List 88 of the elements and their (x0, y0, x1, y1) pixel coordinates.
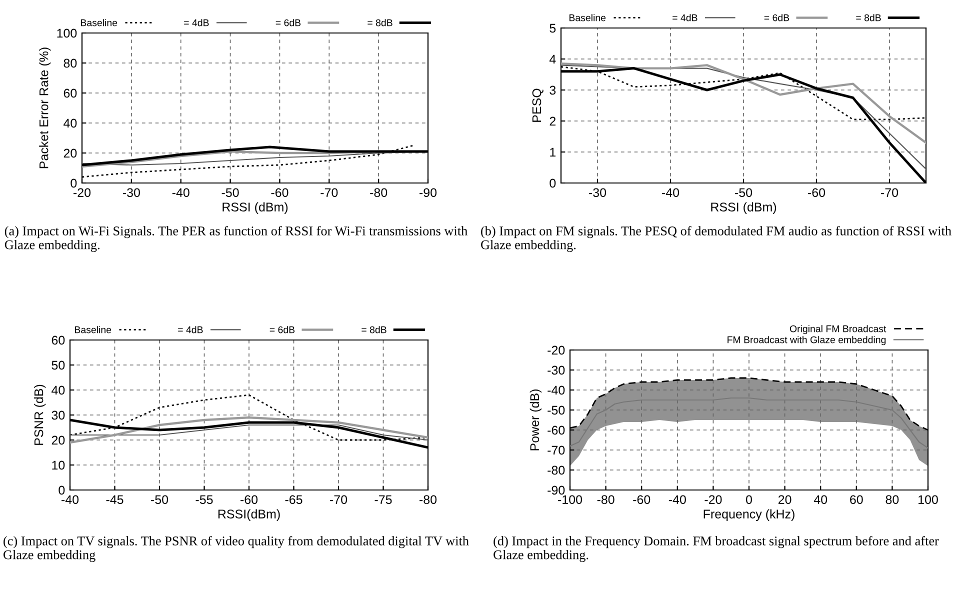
y-tick-label: 100 (57, 28, 77, 38)
x-tick-label: -20 (74, 188, 91, 198)
y-tick-label: 3 (550, 86, 556, 95)
x-axis-title: RSSI (dBm) (222, 202, 288, 214)
y-tick-label: -60 (548, 426, 565, 435)
y-tick-label: 2 (550, 116, 556, 126)
legend-label: = 4dB (672, 14, 698, 22)
x-tick-label: -60 (633, 495, 650, 504)
text: (d) Impact in the Frequency Domain. FM broadcast signal spectrum before and after Glaze embedding. (494, 536, 939, 562)
y-tick-label: 50 (52, 360, 65, 370)
x-tick-label: -20 (704, 495, 722, 504)
y-tick-label: 80 (64, 58, 77, 68)
y-tick-label: 5 (550, 24, 556, 33)
x-tick-label: -40 (662, 188, 680, 198)
y-tick-label: 40 (64, 118, 77, 128)
y-tick-label: 10 (52, 460, 65, 470)
x-tick-label: 20 (778, 495, 792, 504)
x-tick-label: 40 (814, 495, 828, 504)
y-tick-label: 40 (52, 386, 65, 395)
y-tick-label: 30 (52, 410, 65, 420)
line-series (561, 62, 926, 144)
legend-label: FM Broadcast with Glaze embedding (728, 336, 886, 346)
x-axis-title: Frequency (kHz) (704, 509, 794, 521)
legend-label: = 6dB (276, 19, 301, 26)
text: (c) Impact on TV signals. The PSNR of video quality from demodulated digital TV with Glaze embedding (4, 536, 469, 562)
y-tick-label: -90 (548, 486, 565, 495)
x-tick-label: -80 (420, 495, 437, 504)
y-tick-label: -50 (548, 406, 565, 415)
x-tick-label: 100 (918, 495, 938, 504)
x-tick-label: -100 (558, 495, 582, 504)
x-tick-label: -45 (106, 495, 124, 504)
x-tick-label: -70 (330, 495, 348, 504)
x-tick-label: 60 (850, 495, 863, 504)
legend-label: = 8dB (362, 326, 386, 334)
x-tick-label: -40 (172, 188, 190, 198)
y-tick-label: 0 (58, 486, 65, 495)
legend-label: Baseline (74, 326, 112, 334)
x-tick-label: 80 (886, 495, 899, 504)
x-tick-label: -90 (420, 188, 437, 198)
y-tick-label: 1 (550, 148, 556, 157)
legend-label: = 6dB (764, 14, 790, 22)
y-tick-label: 20 (64, 148, 77, 158)
x-tick-label: -60 (240, 495, 258, 504)
x-tick-label: 0 (746, 495, 752, 504)
text: (a) Impact on Wi-Fi Signals. The PER as function of RSSI for Wi-Fi transmissions with Glaze embedding. (4, 226, 468, 252)
y-tick-label: -20 (548, 346, 565, 355)
x-tick-label: -55 (196, 495, 213, 504)
y-tick-label: 0 (70, 178, 77, 188)
line-series (70, 416, 428, 444)
line-series (70, 424, 428, 441)
y-tick-label: -30 (548, 366, 565, 375)
y-axis-title: Packet Error Rate (%) (39, 48, 51, 168)
y-tick-label: 4 (549, 54, 556, 64)
x-tick-label: -50 (735, 188, 752, 198)
x-axis-title: RSSI(dBm) (218, 509, 280, 521)
x-tick-label: -30 (122, 188, 140, 198)
x-tick-label: -70 (320, 188, 338, 198)
y-tick-label: -80 (548, 466, 565, 475)
y-tick-label: 60 (64, 88, 77, 98)
x-tick-label: -60 (808, 188, 826, 198)
y-tick-label: -70 (548, 446, 565, 455)
x-axis-title: RSSI (dBm) (711, 202, 776, 214)
y-axis-title: PESQ (532, 88, 544, 122)
y-tick-label: 20 (52, 436, 65, 445)
legend-label: = 8dB (856, 14, 881, 22)
legend-label: Baseline (569, 14, 606, 22)
legend-label: Baseline (80, 19, 118, 26)
x-tick-label: -50 (151, 495, 168, 504)
legend-label: = 8dB (368, 19, 392, 26)
legend-label: = 4dB (184, 19, 209, 26)
y-tick-label: 60 (52, 336, 65, 345)
x-tick-label: -80 (597, 495, 614, 504)
x-tick-label: -80 (370, 188, 388, 198)
x-tick-label: -40 (668, 495, 686, 504)
y-axis-title: PSNR (dB) (34, 384, 46, 445)
y-tick-label: -40 (548, 386, 565, 395)
x-tick-label: -60 (271, 188, 288, 198)
legend-label: = 4dB (178, 326, 203, 334)
y-axis-title: Power (dB) (530, 390, 542, 450)
legend-label: = 6dB (270, 326, 295, 334)
x-tick-label: -50 (222, 188, 239, 198)
legend-label: Original FM Broadcast (790, 325, 886, 334)
x-tick-label: -30 (589, 188, 606, 198)
x-tick-label: -75 (374, 495, 392, 504)
x-tick-label: -65 (285, 495, 302, 504)
x-tick-label: -70 (881, 188, 898, 198)
y-tick-label: 0 (550, 178, 556, 188)
text: (b) Impact on FM signals. The PESQ of demodulated FM audio as function of RSSI with Glaze embedding. (481, 226, 952, 252)
